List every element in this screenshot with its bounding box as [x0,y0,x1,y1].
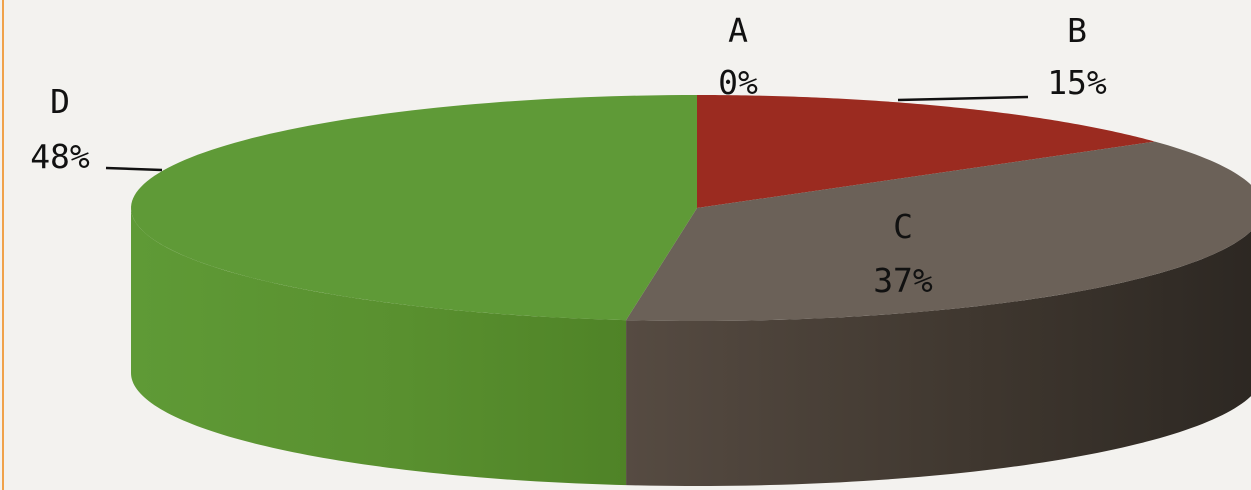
slice-c-category-label: C [893,207,913,246]
slice-b-leader-line [897,95,1029,102]
slice-b-percent-label: 15% [1047,63,1107,102]
slice-b [697,95,1155,208]
slice-a-percent-label: 0% [718,63,758,102]
slice-d [131,95,698,321]
slice-d-leader-line [105,166,163,172]
slice-b-category-label: B [1067,11,1087,50]
slice-a-category-label: A [728,11,748,50]
slice-side-d [131,208,627,486]
slice-side-c [626,231,1251,486]
left-accent-rule [2,0,4,490]
slice-d-category-label: D [50,82,70,121]
slice-d-percent-label: 48% [30,137,90,176]
slice-c [626,141,1251,321]
slice-c-percent-label: 37% [873,261,933,300]
